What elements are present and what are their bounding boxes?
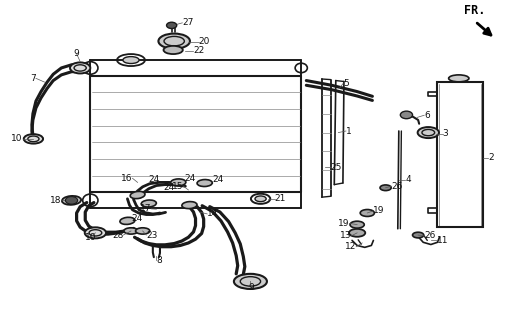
Ellipse shape (350, 221, 364, 228)
Text: 24: 24 (163, 183, 174, 192)
Text: 6: 6 (424, 111, 430, 120)
Ellipse shape (197, 180, 212, 187)
Text: 24: 24 (212, 175, 223, 184)
Ellipse shape (123, 57, 139, 64)
Text: 19: 19 (338, 219, 350, 228)
Text: 15: 15 (172, 182, 183, 191)
Text: 5: 5 (343, 79, 349, 88)
Circle shape (400, 111, 412, 119)
Text: 9: 9 (74, 49, 80, 58)
Text: 9: 9 (248, 283, 254, 292)
Text: 17: 17 (140, 204, 151, 213)
Ellipse shape (171, 179, 186, 186)
Text: 14: 14 (207, 209, 219, 219)
Ellipse shape (182, 202, 197, 209)
Text: 26: 26 (392, 182, 403, 191)
Text: 8: 8 (156, 256, 162, 265)
Text: 11: 11 (437, 236, 449, 245)
Ellipse shape (360, 210, 375, 216)
Ellipse shape (130, 191, 145, 199)
Ellipse shape (234, 274, 267, 289)
Text: 16: 16 (121, 174, 132, 183)
Ellipse shape (417, 127, 439, 138)
Ellipse shape (124, 228, 138, 234)
Ellipse shape (70, 62, 90, 74)
Ellipse shape (62, 196, 81, 205)
Ellipse shape (141, 200, 156, 207)
Ellipse shape (412, 232, 424, 238)
Text: 24: 24 (131, 214, 143, 223)
Ellipse shape (120, 217, 135, 224)
Text: 23: 23 (146, 230, 157, 240)
Text: 26: 26 (424, 231, 435, 241)
Text: 28: 28 (112, 230, 123, 240)
Text: 20: 20 (199, 37, 210, 46)
Text: FR.: FR. (464, 4, 485, 18)
Ellipse shape (85, 227, 106, 238)
Text: 10: 10 (85, 233, 96, 242)
Text: 24: 24 (184, 174, 196, 183)
Ellipse shape (158, 34, 190, 49)
Text: 27: 27 (182, 18, 194, 27)
Ellipse shape (449, 75, 469, 82)
Ellipse shape (135, 228, 150, 234)
Ellipse shape (255, 196, 266, 202)
Circle shape (167, 22, 177, 28)
Ellipse shape (164, 46, 183, 54)
Text: 12: 12 (345, 242, 356, 251)
Text: 3: 3 (443, 129, 448, 138)
Text: 1: 1 (346, 126, 352, 135)
Text: 13: 13 (339, 231, 351, 241)
Text: 22: 22 (194, 46, 205, 55)
Text: 24: 24 (149, 175, 160, 184)
Text: 7: 7 (30, 74, 36, 83)
Text: 18: 18 (50, 196, 61, 205)
Text: 19: 19 (374, 206, 385, 215)
Text: 4: 4 (405, 175, 411, 184)
Ellipse shape (24, 134, 43, 144)
Text: 21: 21 (275, 194, 286, 203)
Circle shape (65, 196, 78, 204)
Text: 25: 25 (331, 163, 342, 172)
Text: 2: 2 (489, 153, 494, 162)
Ellipse shape (380, 185, 391, 191)
Bar (437, 82, 483, 227)
Text: 10: 10 (11, 134, 22, 143)
Ellipse shape (349, 229, 365, 237)
